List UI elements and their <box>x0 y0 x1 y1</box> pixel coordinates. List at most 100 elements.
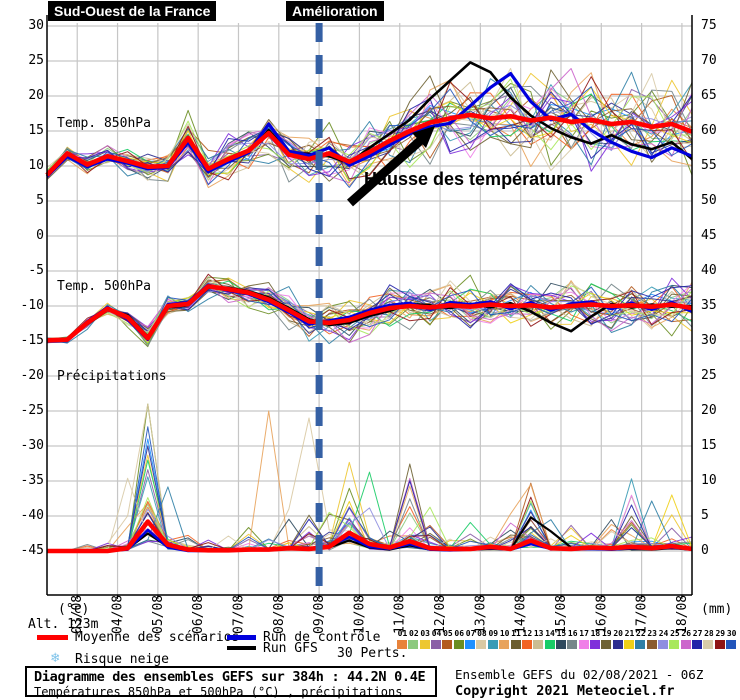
pert-color-swatch <box>703 640 714 649</box>
x-axis-date-label: 09/08 <box>312 595 327 634</box>
legend-snow-label: Risque neige <box>75 652 169 667</box>
pert-number: 23 <box>647 629 657 638</box>
pert-number: 26 <box>681 629 692 638</box>
y-right-tick: 60 <box>701 123 717 138</box>
improvement-annotation-box: Amélioration <box>286 1 384 21</box>
x-axis-date-label: 13/08 <box>473 595 488 634</box>
pert-number: 08 <box>477 629 487 638</box>
panel-label-t500: Temp. 500hPa <box>57 279 151 294</box>
y-right-tick: 45 <box>701 228 717 243</box>
pert-number: 07 <box>465 629 476 638</box>
y-right-tick: 25 <box>701 368 717 383</box>
y-right-tick: 10 <box>701 473 717 488</box>
x-axis-date-label: 12/08 <box>433 595 448 634</box>
pert-number: 24 <box>658 629 669 638</box>
legend-mean-label: Moyenne des scénarios <box>75 630 240 645</box>
x-axis-date-label: 17/08 <box>635 595 650 634</box>
pert-color-swatch <box>646 640 657 649</box>
pert-color-swatch <box>465 640 476 649</box>
pert-number: 18 <box>590 629 601 638</box>
pert-number: 25 <box>670 629 680 638</box>
footer-title: Diagramme des ensembles GEFS sur 384h : … <box>34 669 426 685</box>
y-right-tick: 70 <box>701 53 717 68</box>
temp-rise-annotation: Hausse des températures <box>364 169 584 189</box>
y-left-tick: -30 <box>20 438 44 453</box>
x-axis-date-label: 04/08 <box>111 595 126 634</box>
pert-color-swatch <box>658 640 669 649</box>
footer-info-box: Diagramme des ensembles GEFS sur 384h : … <box>25 666 437 700</box>
pert-number: 09 <box>488 629 499 638</box>
pert-number: 27 <box>692 629 703 638</box>
right-axis-unit: (mm) <box>701 602 733 617</box>
pert-number: 02 <box>409 629 419 638</box>
pert-number: 01 <box>397 629 408 638</box>
pert-number: 03 <box>420 629 430 638</box>
y-left-tick: 5 <box>36 193 44 208</box>
pert-color-swatch <box>431 640 442 649</box>
y-right-tick: 5 <box>701 508 709 523</box>
pert-color-swatch <box>521 640 532 649</box>
pert-color-swatch <box>453 640 464 649</box>
pert-number: 19 <box>601 629 612 638</box>
gfs-line-swatch <box>227 646 256 650</box>
pert-number: 22 <box>636 629 646 638</box>
x-axis-date-label: 08/08 <box>272 595 287 634</box>
pert-number: 17 <box>579 629 589 638</box>
mean-line-swatch <box>37 635 68 640</box>
altitude-label: Alt. 123m <box>28 617 99 632</box>
x-axis-date-label: 18/08 <box>675 595 690 634</box>
pert-number: 14 <box>545 629 555 638</box>
pert-number: 11 <box>511 629 521 638</box>
y-left-tick: -10 <box>20 298 44 313</box>
y-left-tick: 30 <box>28 18 44 33</box>
y-right-tick: 75 <box>701 18 717 33</box>
y-left-tick: 15 <box>28 123 44 138</box>
region-title-box: Sud-Ouest de la France <box>48 1 217 21</box>
x-axis-date-label: 03/08 <box>70 595 85 634</box>
pert-color-swatch <box>442 640 453 649</box>
pert-number: 28 <box>704 629 714 638</box>
y-left-tick: -20 <box>20 368 44 383</box>
pert-color-swatch <box>419 640 430 649</box>
pert-color-swatch <box>397 640 407 649</box>
pert-color-swatch <box>487 640 498 649</box>
x-axis-date-label: 11/08 <box>393 595 408 634</box>
pert-number: 12 <box>522 629 533 638</box>
y-right-tick: 0 <box>701 543 709 558</box>
pert-number: 15 <box>556 629 567 638</box>
y-left-tick: -15 <box>20 333 44 348</box>
x-axis-date-label: 16/08 <box>594 595 609 634</box>
pert-color-swatch <box>624 640 634 649</box>
y-right-tick: 65 <box>701 88 717 103</box>
pert-color-swatch <box>726 640 737 649</box>
y-right-tick: 20 <box>701 403 717 418</box>
pert-color-swatch <box>544 640 555 649</box>
pert-color-swatch <box>510 640 521 649</box>
pert-color-swatch <box>669 640 680 649</box>
y-left-tick: 25 <box>28 53 44 68</box>
x-axis-date-label: 06/08 <box>191 595 206 634</box>
y-left-tick: 20 <box>28 88 44 103</box>
pert-number: 10 <box>499 629 510 638</box>
pert-number: 05 <box>443 629 453 638</box>
pert-color-swatch <box>533 640 544 649</box>
pert-number: 20 <box>613 629 623 638</box>
pert-color-swatch <box>589 640 600 649</box>
y-right-tick: 30 <box>701 333 717 348</box>
panel-label-t850: Temp. 850hPa <box>57 116 151 131</box>
pert-color-swatch <box>499 640 510 649</box>
y-left-tick: 10 <box>28 158 44 173</box>
footer-subtitle: Températures 850hPa et 500hPa (°C) , pré… <box>34 685 403 700</box>
copyright-label: Copyright 2021 Meteociel.fr <box>455 683 675 699</box>
y-left-tick: -45 <box>20 543 44 558</box>
y-right-tick: 40 <box>701 263 717 278</box>
legend-control-label: Run de contrôle <box>263 630 381 645</box>
control-line-swatch <box>227 635 256 640</box>
legend-perts-label: 30 Perts. <box>337 646 408 661</box>
pert-color-swatch <box>578 640 589 649</box>
pert-color-swatch <box>692 640 703 649</box>
x-axis-date-label: 05/08 <box>151 595 166 634</box>
y-right-tick: 50 <box>701 193 717 208</box>
